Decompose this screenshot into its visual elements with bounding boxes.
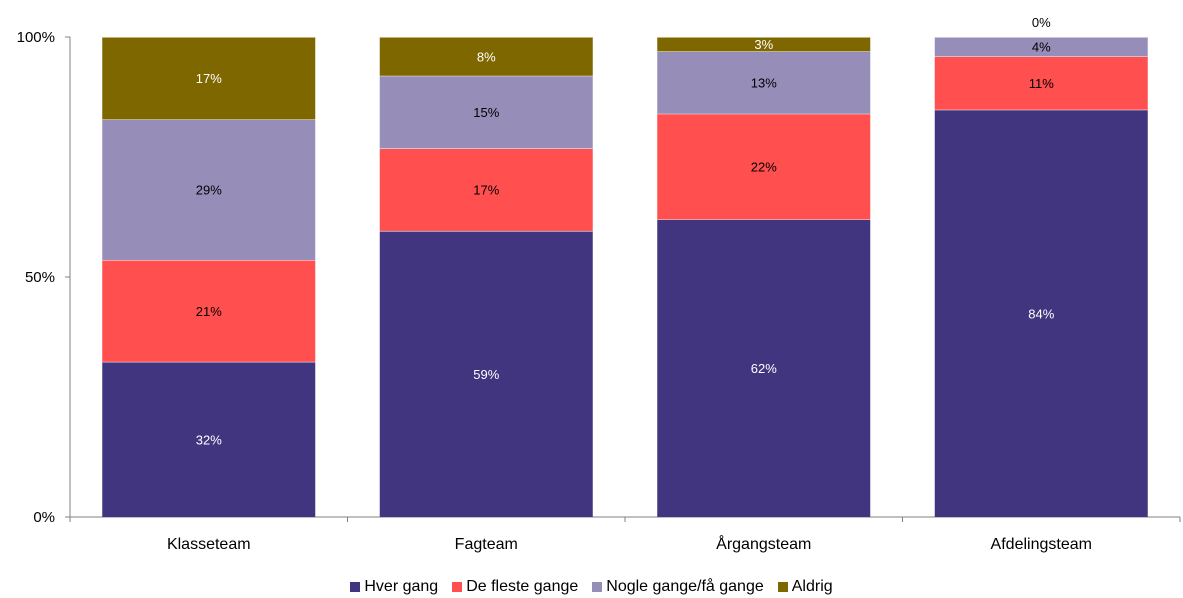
bar-segment bbox=[657, 51, 871, 114]
bar-segment bbox=[934, 56, 1148, 110]
bar-segment bbox=[379, 75, 593, 149]
data-label: 84% bbox=[1028, 306, 1054, 321]
legend-swatch bbox=[350, 582, 361, 592]
data-label: 17% bbox=[473, 183, 499, 198]
bar-segment bbox=[657, 219, 871, 517]
legend-label: Hver gang bbox=[364, 578, 439, 595]
y-tick-label: 50% bbox=[25, 269, 55, 286]
data-label: 59% bbox=[473, 367, 499, 382]
legend-label: Aldrig bbox=[791, 578, 833, 595]
data-label: 3% bbox=[754, 37, 773, 52]
data-label: 17% bbox=[196, 71, 222, 86]
bar-segment bbox=[379, 37, 593, 76]
legend-label: Nogle gange/få gange bbox=[606, 578, 764, 595]
bar-segment bbox=[102, 37, 316, 120]
data-label: 8% bbox=[477, 49, 496, 64]
bar-segment bbox=[657, 113, 871, 220]
legend-swatch bbox=[592, 582, 603, 592]
data-label: 32% bbox=[196, 432, 222, 447]
data-label: 21% bbox=[196, 304, 222, 319]
bar-segment bbox=[657, 37, 871, 52]
x-category-label: Fagteam bbox=[455, 536, 518, 553]
legend-label: De fleste gange bbox=[466, 578, 579, 595]
data-label: 29% bbox=[196, 183, 222, 198]
legend-item: De fleste gange bbox=[452, 578, 578, 596]
data-label: 15% bbox=[473, 105, 499, 120]
bar-segment bbox=[934, 37, 1148, 57]
data-label: 11% bbox=[1029, 76, 1054, 91]
legend-item: Nogle gange/få gange bbox=[592, 578, 764, 596]
y-tick-label: 0% bbox=[33, 509, 55, 526]
data-label: 4% bbox=[1032, 40, 1051, 55]
bar-segment bbox=[102, 119, 316, 261]
data-label: 13% bbox=[751, 76, 777, 91]
bar-segment bbox=[102, 260, 316, 362]
legend-swatch bbox=[777, 582, 788, 592]
data-label: 62% bbox=[751, 361, 777, 376]
x-category-label: Klasseteam bbox=[167, 536, 251, 553]
x-category-label: Årgangsteam bbox=[716, 534, 811, 553]
legend-swatch bbox=[452, 582, 463, 592]
bar-segment bbox=[379, 148, 593, 231]
bar-segment bbox=[934, 109, 1148, 518]
legend: Hver gang De fleste gange Nogle gange/få g… bbox=[0, 578, 1183, 596]
bar-segment bbox=[379, 230, 593, 517]
data-label: 22% bbox=[751, 160, 777, 175]
y-tick-label: 100% bbox=[17, 29, 55, 46]
x-category-label: Afdelingsteam bbox=[991, 536, 1092, 553]
bar-segment bbox=[102, 361, 316, 517]
legend-item: Aldrig bbox=[777, 578, 833, 596]
data-label: 0% bbox=[1032, 15, 1051, 30]
legend-item: Hver gang bbox=[350, 578, 438, 596]
